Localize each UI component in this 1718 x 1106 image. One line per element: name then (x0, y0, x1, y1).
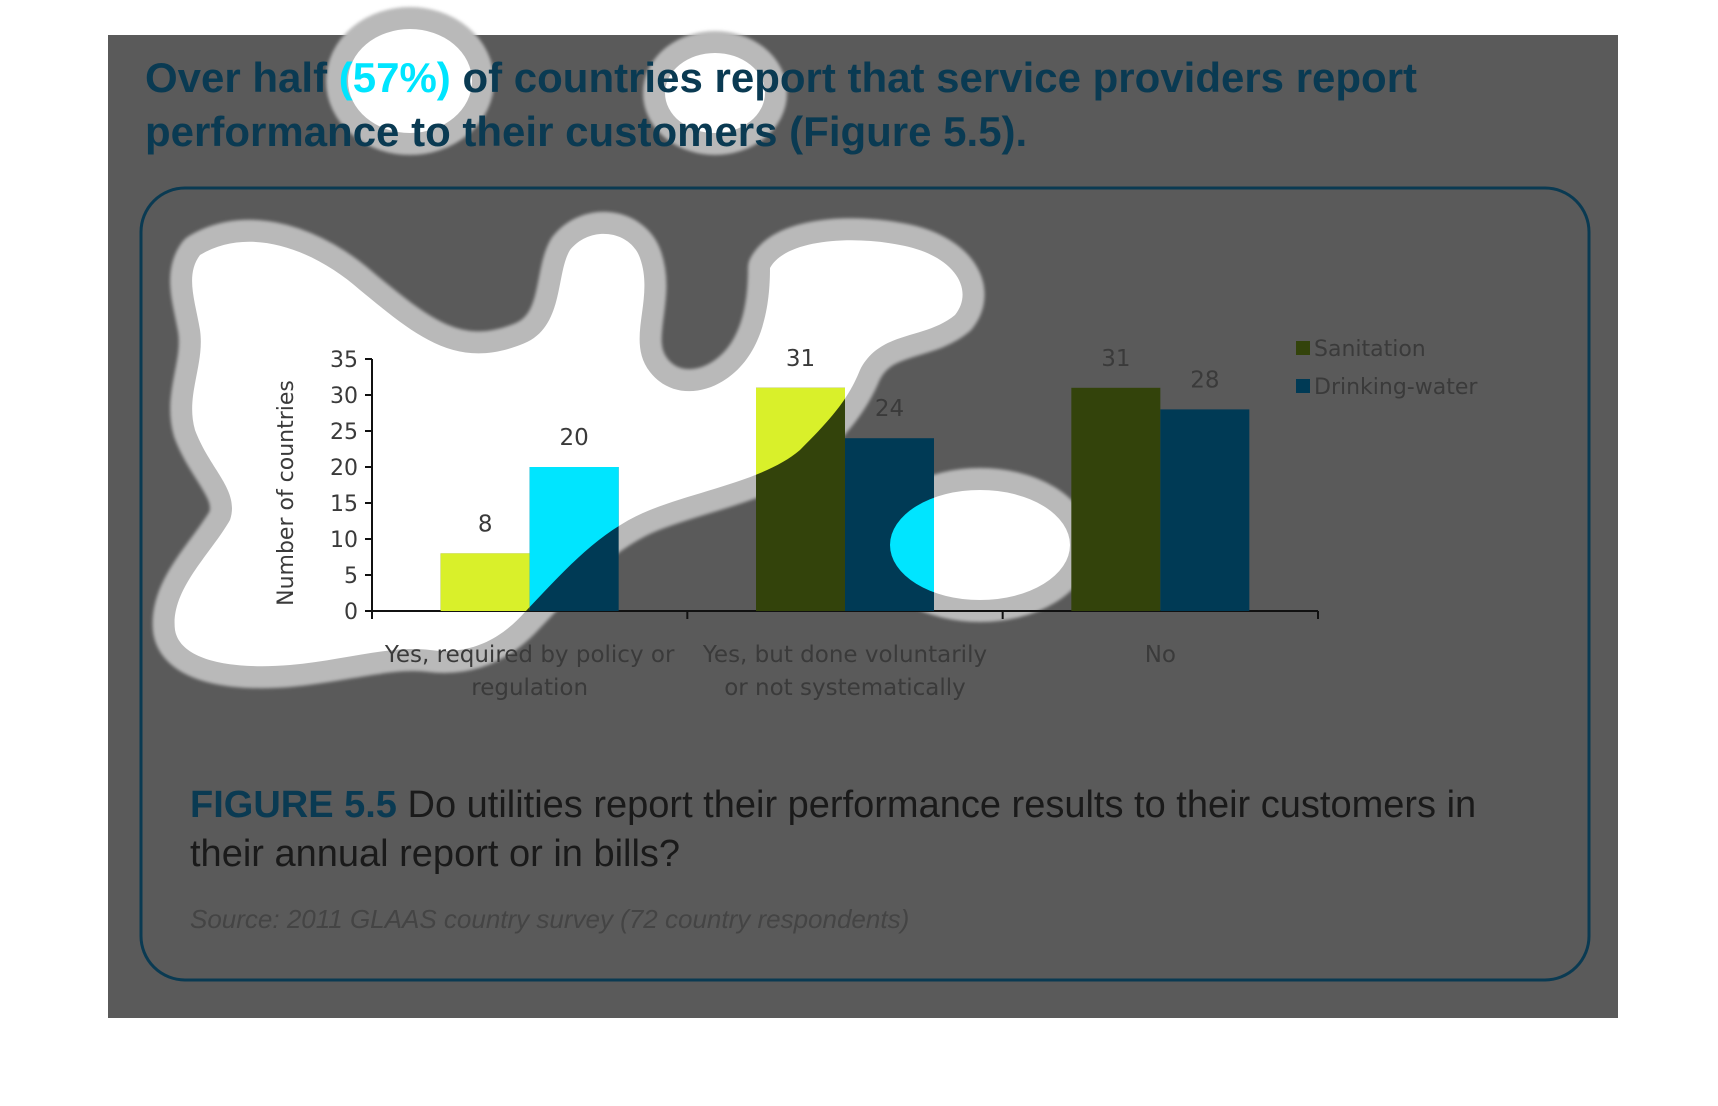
bar-sanitation-2-bright (1071, 387, 1161, 611)
x-category-label: regulation (471, 675, 588, 701)
figure-source: Source: 2011 GLAAS country survey (72 co… (190, 904, 909, 934)
legend-label-sanitation: Sanitation (1314, 337, 1426, 362)
y-tick-label: 35 (330, 348, 358, 373)
data-label: 8 (478, 511, 493, 537)
y-tick-label: 30 (330, 384, 358, 409)
data-label: 28 (1190, 367, 1219, 393)
data-label: 20 (560, 425, 589, 451)
bar-drinking-water-0-bright (529, 467, 619, 611)
figure-caption-line-1: FIGURE 5.5 Do utilities report their per… (190, 784, 1476, 826)
legend: Sanitation Drinking-water (1296, 337, 1478, 400)
heading-line-1: Over half (57%) of countries report that… (145, 54, 1417, 101)
data-label: 31 (1101, 346, 1130, 372)
bar-sanitation-0-bright (440, 553, 530, 611)
x-category-label: or not systematically (724, 675, 966, 701)
y-tick-label: 5 (344, 564, 358, 589)
x-category-label: Yes, but done voluntarily (702, 642, 987, 668)
bar-drinking-water-2-bright (1160, 409, 1250, 611)
y-tick-label: 10 (330, 528, 358, 553)
legend-swatch-sanitation (1296, 341, 1310, 355)
figure-label: FIGURE 5.5 (190, 784, 397, 826)
x-category-label: No (1145, 642, 1176, 668)
y-tick-label: 25 (330, 420, 358, 445)
legend-swatch-drinking-water (1296, 379, 1310, 393)
bright-bars-overlay (440, 387, 1250, 611)
heading-highlight: (57%) (339, 54, 451, 101)
x-category-label: Yes, required by policy or (384, 642, 675, 668)
y-tick-label: 0 (344, 600, 358, 625)
bar-drinking-water-1-bright (845, 438, 934, 611)
y-axis-title: Number of countries (274, 380, 299, 606)
y-tick-label: 15 (330, 492, 358, 517)
y-tick-label: 20 (330, 456, 358, 481)
data-label: 31 (786, 346, 815, 372)
data-label: 24 (875, 396, 904, 422)
bar-sanitation-1-bright (756, 387, 845, 611)
figure-caption-line-2: their annual report or in bills? (190, 833, 680, 875)
figure-frame (139, 186, 1591, 982)
bar-chart: 0 5 10 15 20 25 30 35 Number of countries 8 20 Yes,… (274, 346, 1319, 701)
legend-label-drinking-water: Drinking-water (1314, 375, 1478, 400)
heading-line-2: performance to their customers (Figure 5… (145, 108, 1027, 155)
